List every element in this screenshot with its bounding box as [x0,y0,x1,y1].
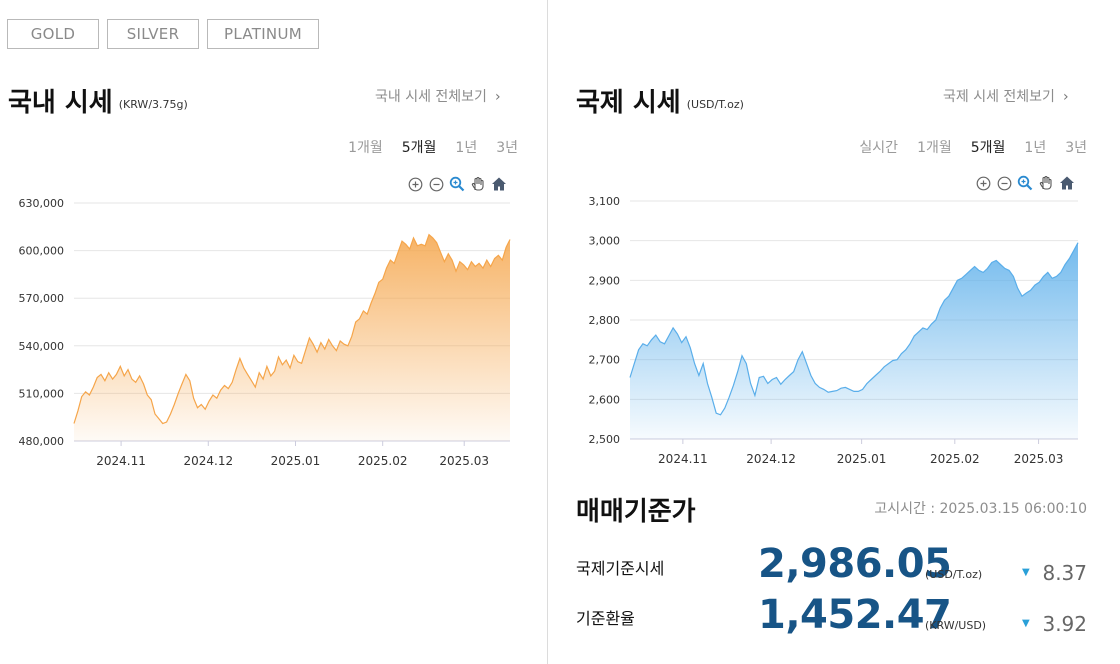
tab-silver[interactable]: SILVER [107,19,199,49]
domestic-period-1m[interactable]: 1개월 [348,140,383,156]
zoom-in-icon[interactable] [407,176,423,192]
x-tick-label: 2025.03 [1014,452,1064,466]
series-area [630,242,1078,439]
international-period-1m[interactable]: 1개월 [917,140,952,156]
international-price-chart: 2,500 2,600 2,700 2,800 2,900 3,000 3,100 2024.… [589,195,1079,466]
series-area [74,234,510,441]
chevron-right-icon: › [494,89,501,105]
magnifier-icon[interactable] [449,176,465,192]
international-title: 국제 시세 (USD/T.oz) [576,82,744,119]
international-title-text: 국제 시세 [576,88,681,118]
home-icon[interactable] [1059,175,1075,191]
domestic-period-tabs: 1개월 5개월 1년 3년 [329,137,518,157]
international-period-1y[interactable]: 1년 [1024,140,1047,156]
domestic-more-link[interactable]: 국내 시세 전체보기 › [375,86,501,106]
y-tick-label: 3,000 [589,235,621,248]
tab-gold[interactable]: GOLD [7,19,99,49]
series-line [73,233,511,425]
exchange-rate-unit: (KRW/USD) [925,619,987,632]
x-tick-label: 2024.11 [96,454,146,468]
x-tick-label: 2025.01 [271,454,321,468]
y-tick-label: 540,000 [19,340,65,353]
exchange-rate-label: 기준환율 [576,609,635,628]
intl-base-price-unit: (USD/T.oz) [925,568,983,581]
series-line [629,242,1079,416]
notice-time: 고시시간 : 2025.03.15 06:00:10 [874,501,1087,517]
hand-pan-icon[interactable] [470,176,486,192]
y-tick-label: 570,000 [19,292,65,305]
y-tick-label: 2,800 [589,314,621,327]
x-tick-label: 2024.12 [183,454,233,468]
domestic-period-1y[interactable]: 1년 [455,140,478,156]
x-tick-label: 2024.11 [658,452,708,466]
intl-base-price-value: 2,986.05 [758,541,952,587]
x-tick-label: 2025.03 [439,454,489,468]
zoom-out-icon[interactable] [996,175,1012,191]
zoom-in-icon[interactable] [975,175,991,191]
intl-base-price-label: 국제기준시세 [576,559,665,578]
international-more-link[interactable]: 국제 시세 전체보기 › [943,86,1069,106]
y-tick-label: 2,600 [589,393,621,406]
domestic-period-3y[interactable]: 3년 [496,140,518,156]
home-icon[interactable] [491,176,507,192]
y-tick-label: 510,000 [19,387,65,400]
base-rate-title: 매매기준가 [576,497,696,527]
domestic-title: 국내 시세 (KRW/3.75g) [8,82,188,119]
domestic-more-label: 국내 시세 전체보기 [375,89,487,105]
domestic-chart-tools [402,176,507,192]
y-tick-label: 2,900 [589,274,621,287]
down-arrow-icon: ▼ [1022,618,1030,629]
y-tick-label: 2,500 [589,433,621,446]
exchange-rate-value: 1,452.47 [758,592,952,638]
y-tick-label: 630,000 [19,197,65,210]
domestic-title-text: 국내 시세 [8,88,113,118]
tab-platinum[interactable]: PLATINUM [207,19,319,49]
y-tick-label: 480,000 [19,435,65,448]
x-tick-label: 2025.02 [930,452,980,466]
exchange-rate-change: 3.92 [1042,612,1087,636]
international-chart-tools [970,175,1075,191]
international-period-tabs: 실시간 1개월 5개월 1년 3년 [840,137,1087,157]
section-divider [547,0,548,664]
x-tick-label: 2025.01 [837,452,887,466]
intl-base-price-change: 8.37 [1042,561,1087,585]
international-unit: (USD/T.oz) [686,98,744,111]
y-tick-label: 600,000 [19,245,65,258]
international-more-label: 국제 시세 전체보기 [943,89,1055,105]
domestic-price-chart: 480,000 510,000 540,000 570,000 600,000 630,0… [19,197,511,468]
chevron-right-icon: › [1062,89,1069,105]
international-period-5m[interactable]: 5개월 [970,140,1006,156]
down-arrow-icon: ▼ [1022,567,1030,578]
y-tick-label: 2,700 [589,354,621,367]
domestic-period-5m[interactable]: 5개월 [401,140,437,156]
international-period-realtime[interactable]: 실시간 [859,140,899,156]
x-tick-label: 2024.12 [746,452,796,466]
hand-pan-icon[interactable] [1038,175,1054,191]
y-tick-label: 3,100 [589,195,621,208]
x-tick-label: 2025.02 [358,454,408,468]
international-period-3y[interactable]: 3년 [1065,140,1087,156]
zoom-out-icon[interactable] [428,176,444,192]
magnifier-icon[interactable] [1017,175,1033,191]
domestic-unit: (KRW/3.75g) [118,98,188,111]
